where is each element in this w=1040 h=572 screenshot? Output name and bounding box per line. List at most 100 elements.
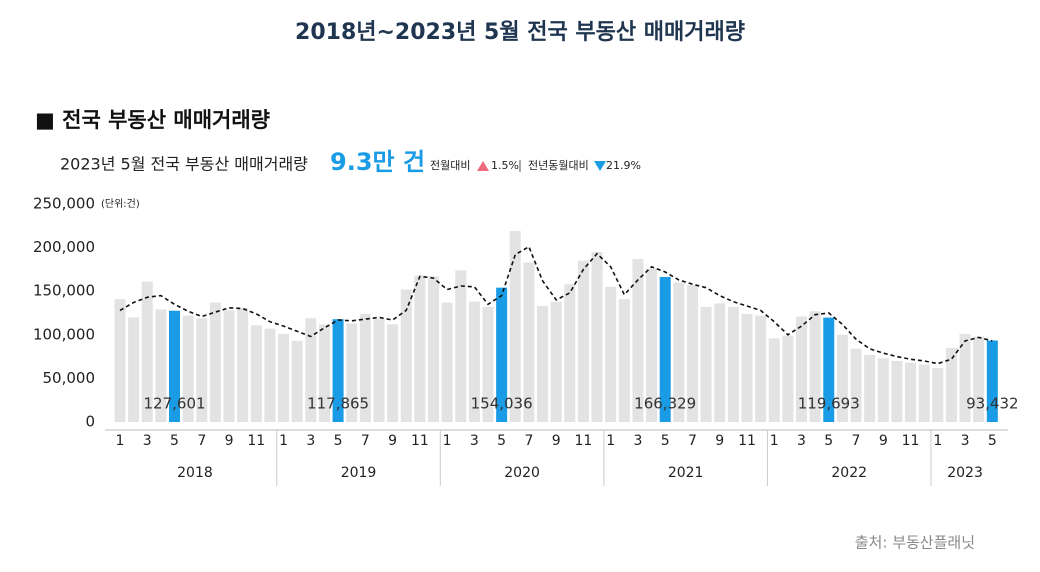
x-tick-label: 5 xyxy=(988,433,997,449)
bar xyxy=(986,340,998,422)
bar xyxy=(823,317,835,422)
bar xyxy=(169,310,181,422)
x-tick-label: 9 xyxy=(225,433,234,449)
bar xyxy=(387,324,399,422)
bar xyxy=(959,333,971,422)
bar xyxy=(537,306,549,422)
x-tick-label: 9 xyxy=(552,433,561,449)
bar xyxy=(877,358,889,422)
bar xyxy=(523,262,535,422)
x-tick-label: 3 xyxy=(797,433,806,449)
bar xyxy=(932,367,944,422)
bar xyxy=(836,334,848,422)
y-tick-label: 50,000 xyxy=(43,369,96,387)
bar xyxy=(809,311,821,422)
x-tick-label: 9 xyxy=(715,433,724,449)
bar xyxy=(441,302,453,422)
x-tick-label: 11 xyxy=(575,433,593,449)
bar xyxy=(114,299,126,422)
bar xyxy=(128,317,140,422)
bar xyxy=(209,302,221,422)
x-tick-label: 9 xyxy=(388,433,397,449)
x-tick-label: 5 xyxy=(661,433,670,449)
bar xyxy=(482,306,494,422)
bar xyxy=(564,284,576,422)
bar xyxy=(727,306,739,422)
bar xyxy=(591,251,603,422)
bar xyxy=(318,324,330,422)
up-icon xyxy=(477,161,489,171)
trend-line xyxy=(119,245,993,365)
group-label: 2021 xyxy=(668,465,704,481)
bar xyxy=(332,319,344,422)
bar xyxy=(250,325,262,422)
x-tick-label: 1 xyxy=(443,433,452,449)
bar xyxy=(414,275,426,422)
group-label: 2018 xyxy=(177,465,213,481)
x-tick-label: 1 xyxy=(606,433,615,449)
bar xyxy=(182,315,194,422)
yoy-value: 21.9% xyxy=(606,159,641,172)
bar xyxy=(509,231,521,422)
x-tick-label: 7 xyxy=(524,433,533,449)
data-label: 166,329 xyxy=(634,395,696,413)
bar xyxy=(945,347,957,422)
bar xyxy=(550,301,562,422)
x-tick-label: 3 xyxy=(306,433,315,449)
y-tick-label: 100,000 xyxy=(33,325,95,343)
group-label: 2023 xyxy=(947,465,983,481)
x-tick-label: 7 xyxy=(361,433,370,449)
x-tick-label: 5 xyxy=(824,433,833,449)
y-tick-label: 0 xyxy=(85,413,95,431)
bar xyxy=(196,318,208,422)
bar xyxy=(973,336,985,422)
bar xyxy=(618,299,630,422)
bar xyxy=(400,289,412,422)
bar xyxy=(755,315,767,422)
x-tick-label: 5 xyxy=(497,433,506,449)
bar xyxy=(700,306,712,422)
data-label: 154,036 xyxy=(471,395,533,413)
data-label: 93,432 xyxy=(966,395,1019,413)
x-tick-label: 11 xyxy=(902,433,920,449)
x-tick-label: 1 xyxy=(770,433,779,449)
bar xyxy=(468,301,480,422)
bar xyxy=(155,309,167,422)
y-tick-label: 150,000 xyxy=(33,282,95,300)
unit-label: (단위:건) xyxy=(101,197,140,210)
bar xyxy=(850,348,862,422)
bar xyxy=(646,268,658,422)
mom-label: 전월대비 xyxy=(430,159,470,172)
bar xyxy=(659,276,671,422)
bar xyxy=(782,335,794,422)
bar xyxy=(278,333,290,422)
bar xyxy=(714,303,726,422)
bar xyxy=(373,319,385,422)
x-tick-label: 7 xyxy=(852,433,861,449)
bar xyxy=(264,328,276,422)
bar xyxy=(237,307,249,422)
bar xyxy=(577,260,589,422)
x-tick-label: 3 xyxy=(470,433,479,449)
bar xyxy=(141,281,153,422)
x-tick-label: 9 xyxy=(879,433,888,449)
bar xyxy=(359,313,371,422)
bar xyxy=(796,316,807,422)
yoy-label: 전년동월대비 xyxy=(528,159,589,172)
bar xyxy=(632,258,644,422)
bar xyxy=(741,313,753,422)
bar xyxy=(768,338,780,422)
data-label: 117,865 xyxy=(307,395,369,413)
bar xyxy=(291,340,303,422)
x-tick-label: 1 xyxy=(279,433,288,449)
x-tick-label: 11 xyxy=(411,433,429,449)
down-icon xyxy=(594,161,606,171)
x-tick-label: 11 xyxy=(738,433,756,449)
x-tick-label: 3 xyxy=(143,433,152,449)
x-tick-label: 1 xyxy=(116,433,125,449)
data-label: 119,693 xyxy=(798,395,860,413)
bar xyxy=(223,310,235,422)
mom-value: 1.5% xyxy=(491,159,519,172)
x-tick-label: 11 xyxy=(247,433,265,449)
group-label: 2020 xyxy=(504,465,540,481)
